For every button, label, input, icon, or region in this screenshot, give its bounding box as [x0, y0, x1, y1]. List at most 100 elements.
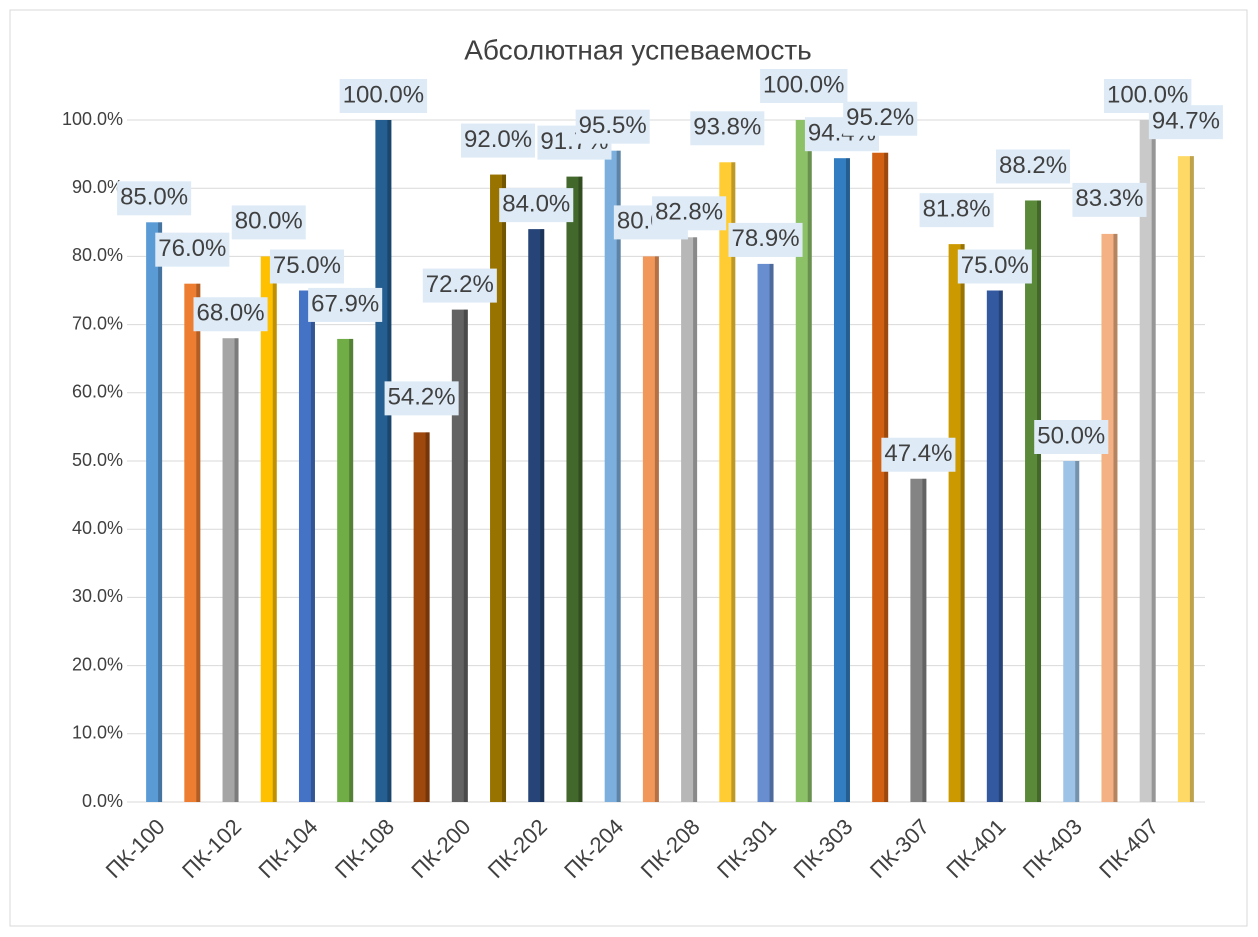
data-label-bg — [384, 381, 459, 416]
data-label-bg — [919, 193, 994, 228]
chart-title: Абсолютная успеваемость — [464, 34, 812, 65]
bar-side — [654, 256, 659, 802]
data-label: 85.0% — [120, 184, 188, 211]
data-label-bg — [760, 69, 848, 103]
data-label-bg — [499, 188, 574, 223]
bar — [872, 152, 889, 803]
data-label: 81.8% — [923, 195, 991, 222]
data-label-bg — [231, 205, 306, 240]
data-label-bg — [1148, 105, 1223, 140]
y-tick-label: 60.0% — [72, 382, 123, 402]
bar — [337, 338, 354, 802]
data-label: 75.0% — [961, 252, 1029, 279]
data-label-bg — [957, 249, 1032, 284]
data-label: 100.0% — [763, 71, 844, 98]
data-label: 67.9% — [311, 290, 379, 317]
data-label-bg — [339, 79, 428, 113]
bar — [948, 244, 965, 802]
data-label-bg — [461, 123, 536, 158]
data-label: 84.0% — [502, 190, 570, 217]
bar-side — [960, 244, 965, 802]
data-label-bg — [843, 101, 918, 136]
bar — [528, 229, 545, 802]
data-label: 88.2% — [999, 152, 1067, 179]
y-tick-label: 20.0% — [72, 654, 123, 674]
data-label-bg — [996, 149, 1071, 184]
bar-side — [425, 432, 430, 802]
bar — [184, 283, 201, 802]
bar-side — [1189, 156, 1194, 802]
bar-side — [1113, 233, 1118, 803]
bar-side — [387, 120, 392, 802]
bar-side — [310, 290, 315, 802]
data-label: 75.0% — [273, 252, 341, 279]
data-label: 100.0% — [343, 81, 424, 108]
y-tick-label: 90.0% — [72, 177, 123, 197]
bar — [1063, 461, 1080, 802]
y-tick-label: 10.0% — [72, 723, 123, 743]
y-tick-label: 70.0% — [72, 313, 123, 333]
bar — [719, 162, 736, 802]
y-tick-label: 0.0% — [82, 791, 123, 811]
y-tick-label: 80.0% — [72, 245, 123, 265]
data-label-bg — [690, 111, 765, 146]
data-label-bg — [1034, 420, 1109, 454]
bar-side — [845, 158, 850, 802]
bar — [490, 174, 507, 802]
data-label-bg — [269, 249, 344, 284]
bar-side — [158, 222, 163, 803]
data-label-bg — [117, 181, 192, 216]
bar-side — [1151, 120, 1156, 802]
data-label: 50.0% — [1037, 422, 1105, 449]
data-label: 78.9% — [732, 225, 800, 252]
bar — [451, 309, 468, 802]
bar-side — [578, 176, 583, 802]
data-label: 94.7% — [1152, 107, 1220, 134]
bar-side — [922, 478, 927, 802]
bar — [146, 222, 163, 803]
bar — [642, 256, 659, 802]
bar-side — [693, 237, 698, 802]
bar — [1101, 233, 1118, 803]
data-label: 100.0% — [1107, 81, 1188, 108]
data-label: 95.2% — [846, 104, 914, 131]
bar-side — [1037, 200, 1042, 802]
data-label-bg — [881, 437, 956, 472]
data-label: 80.0% — [235, 208, 303, 235]
bar — [1025, 200, 1042, 802]
bar — [566, 176, 583, 802]
bar — [260, 256, 277, 802]
bar — [795, 120, 812, 802]
data-label: 68.0% — [197, 300, 265, 327]
data-label: 92.0% — [464, 126, 532, 153]
bar — [413, 432, 430, 802]
data-label-bg — [155, 232, 230, 267]
data-label: 47.4% — [884, 440, 952, 467]
y-tick-label: 100.0% — [62, 109, 123, 129]
bar-side — [731, 162, 736, 802]
data-label-bg — [308, 287, 383, 322]
bar — [986, 290, 1003, 802]
data-label: 54.2% — [388, 384, 456, 411]
bar-side — [769, 263, 774, 803]
bar-side — [463, 309, 468, 802]
data-label: 76.0% — [158, 235, 226, 262]
data-label-bg — [422, 268, 497, 303]
bar-side — [1075, 461, 1080, 802]
data-label-bg — [652, 196, 727, 231]
data-label: 83.3% — [1075, 185, 1143, 212]
bar — [298, 290, 315, 802]
bar-side — [349, 338, 354, 802]
bar-side — [272, 256, 277, 802]
data-label: 72.2% — [426, 271, 494, 298]
bar — [1139, 120, 1156, 802]
bar-side — [807, 120, 812, 802]
bar — [910, 478, 927, 802]
y-tick-label: 40.0% — [72, 518, 123, 538]
bar-side — [884, 152, 889, 803]
bar-side — [196, 283, 201, 802]
bar-side — [234, 338, 239, 802]
bar — [604, 150, 621, 802]
bar-side — [998, 290, 1003, 802]
